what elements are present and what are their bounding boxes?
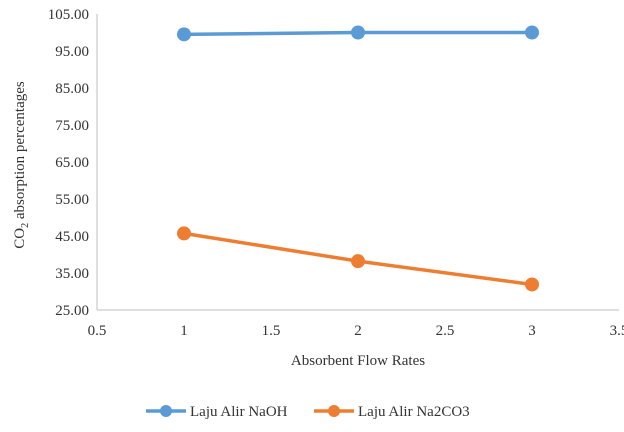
x-tick-label: 2 (354, 323, 362, 339)
axes (96, 14, 619, 311)
y-axis-title-rest: absorption percentages (12, 81, 28, 223)
x-tick-label: 3.5 (610, 323, 624, 339)
y-tick-label: 105.00 (48, 7, 89, 23)
data-point (525, 25, 539, 40)
x-tick-label: 3 (528, 323, 536, 339)
x-axis-title: Absorbent Flow Rates (291, 353, 425, 369)
x-tick-label: 2.5 (436, 323, 455, 339)
legend-swatch-marker (160, 405, 172, 417)
y-axis-title-subscript: 2 (20, 223, 31, 228)
x-tick-label: 0.5 (88, 323, 107, 339)
legend-swatch-marker (328, 405, 340, 417)
series-layer (177, 25, 539, 292)
x-tick-labels: 0.5 1 1.5 2 2.5 3 3.5 (88, 323, 624, 339)
series-2 (177, 226, 539, 292)
y-axis-title: CO2 absorption percentages (12, 81, 31, 249)
y-tick-label: 45.00 (55, 229, 89, 245)
data-point (177, 27, 191, 42)
series-1 (177, 25, 539, 42)
y-tick-label: 35.00 (55, 266, 89, 282)
y-tick-label: 75.00 (55, 118, 89, 134)
y-tick-label: 95.00 (55, 44, 89, 60)
data-point (351, 25, 365, 40)
y-tick-labels: 25.00 35.00 45.00 55.00 65.00 75.00 85.00 95.00… (48, 7, 89, 319)
y-tick-label: 25.00 (55, 303, 89, 319)
y-tick-label: 55.00 (55, 192, 89, 208)
legend: Laju Alir NaOH Laju Alir Na2CO3 (146, 404, 470, 420)
legend-label: Laju Alir Na2CO3 (358, 404, 470, 420)
y-axis-title-main: CO (12, 228, 28, 249)
y-tick-label: 85.00 (55, 81, 89, 97)
legend-item: Laju Alir NaOH (146, 404, 288, 420)
data-point (351, 254, 365, 269)
data-point (177, 226, 191, 241)
legend-item: Laju Alir Na2CO3 (314, 404, 470, 420)
x-tick-label: 1 (180, 323, 188, 339)
y-tick-label: 65.00 (55, 155, 89, 171)
x-tick-label: 1.5 (262, 323, 281, 339)
legend-label: Laju Alir NaOH (190, 404, 288, 420)
data-point (525, 277, 539, 292)
